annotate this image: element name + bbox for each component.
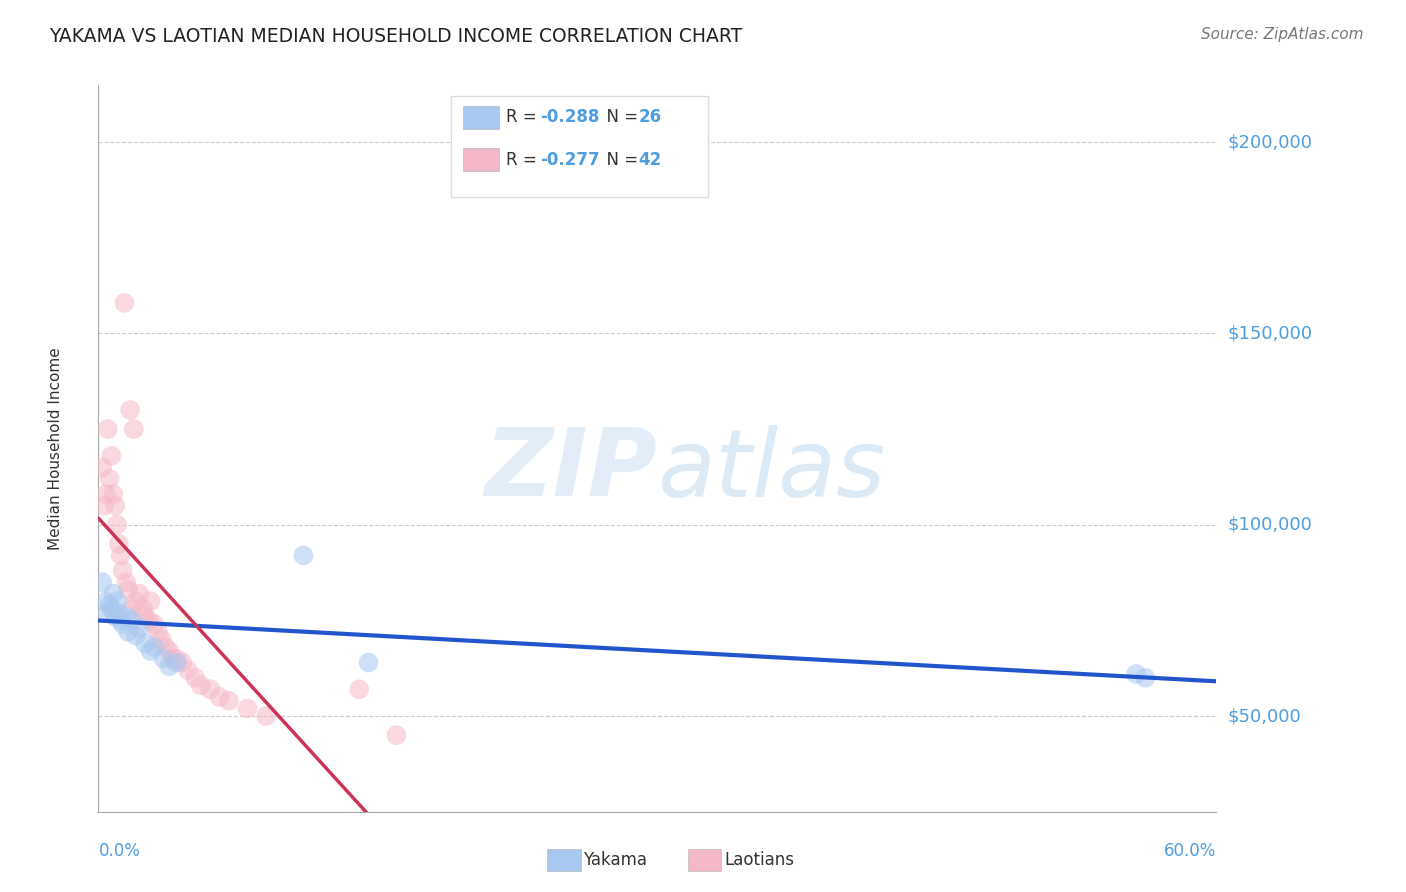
Point <box>150 632 173 647</box>
Point <box>292 549 315 563</box>
Text: ZIP: ZIP <box>485 424 658 516</box>
Text: YAKAMA VS LAOTIAN MEDIAN HOUSEHOLD INCOME CORRELATION CHART: YAKAMA VS LAOTIAN MEDIAN HOUSEHOLD INCOM… <box>49 27 742 45</box>
Point <box>139 594 162 608</box>
Point <box>218 694 240 708</box>
Point <box>108 537 131 551</box>
Point <box>94 487 117 501</box>
Point <box>122 422 145 436</box>
Point <box>1125 667 1147 681</box>
Point <box>254 709 277 723</box>
Point <box>121 614 143 628</box>
Point <box>1135 671 1157 685</box>
Text: -0.277: -0.277 <box>540 151 599 169</box>
Text: Yakama: Yakama <box>583 851 648 869</box>
Text: -0.288: -0.288 <box>540 109 599 127</box>
Text: R =: R = <box>506 151 543 169</box>
Text: N =: N = <box>596 109 643 127</box>
Point <box>349 682 371 697</box>
Point <box>100 449 122 463</box>
Text: $150,000: $150,000 <box>1227 325 1312 343</box>
Text: 42: 42 <box>638 151 662 169</box>
Point <box>91 575 114 590</box>
FancyBboxPatch shape <box>450 95 707 197</box>
Point <box>121 602 143 616</box>
Point <box>143 640 166 655</box>
Point <box>93 499 115 513</box>
Point <box>97 606 120 620</box>
Point <box>200 682 222 697</box>
Text: $50,000: $50,000 <box>1227 707 1301 725</box>
Text: atlas: atlas <box>658 425 886 516</box>
Point <box>190 678 212 692</box>
Text: 60.0%: 60.0% <box>1164 842 1216 860</box>
Point <box>139 644 162 658</box>
Text: 0.0%: 0.0% <box>98 842 141 860</box>
Point <box>128 621 150 635</box>
Point <box>146 624 169 639</box>
Point <box>103 487 125 501</box>
Point <box>115 609 138 624</box>
Point <box>98 472 121 486</box>
Point <box>115 575 138 590</box>
Text: Source: ZipAtlas.com: Source: ZipAtlas.com <box>1201 27 1364 42</box>
Point <box>166 656 188 670</box>
Point <box>98 598 121 612</box>
Point <box>208 690 231 704</box>
Point <box>111 617 134 632</box>
Point <box>152 651 174 665</box>
Point <box>128 587 150 601</box>
Text: R =: R = <box>506 109 543 127</box>
FancyBboxPatch shape <box>463 148 499 171</box>
Point <box>110 549 132 563</box>
Text: N =: N = <box>596 151 643 169</box>
Point <box>162 651 184 665</box>
Text: 26: 26 <box>638 109 661 127</box>
Point <box>117 624 139 639</box>
Point <box>138 614 160 628</box>
Point <box>157 659 180 673</box>
Point <box>184 671 207 685</box>
FancyBboxPatch shape <box>463 106 499 129</box>
Point <box>110 614 132 628</box>
Point <box>177 663 200 677</box>
Point <box>120 403 142 417</box>
Text: Median Household Income: Median Household Income <box>48 347 63 549</box>
Point <box>134 609 156 624</box>
Text: $200,000: $200,000 <box>1227 133 1312 151</box>
Point <box>91 460 114 475</box>
Point <box>114 296 136 310</box>
Point <box>104 499 127 513</box>
Point <box>357 656 380 670</box>
Text: $100,000: $100,000 <box>1227 516 1312 533</box>
Point <box>125 629 148 643</box>
Point <box>155 640 177 655</box>
Point <box>103 587 125 601</box>
Point <box>172 656 194 670</box>
Point <box>97 422 120 436</box>
Point <box>117 582 139 597</box>
Point <box>104 609 127 624</box>
Point <box>132 602 155 616</box>
Point <box>100 602 122 616</box>
Point <box>125 594 148 608</box>
Point <box>166 651 188 665</box>
Point <box>111 564 134 578</box>
Point <box>108 606 131 620</box>
Point <box>143 617 166 632</box>
Point <box>134 636 156 650</box>
Point <box>157 644 180 658</box>
Point <box>94 594 117 608</box>
Point <box>105 594 128 608</box>
Point <box>105 517 128 532</box>
Text: Laotians: Laotians <box>724 851 794 869</box>
Point <box>236 701 259 715</box>
Point <box>385 728 408 742</box>
